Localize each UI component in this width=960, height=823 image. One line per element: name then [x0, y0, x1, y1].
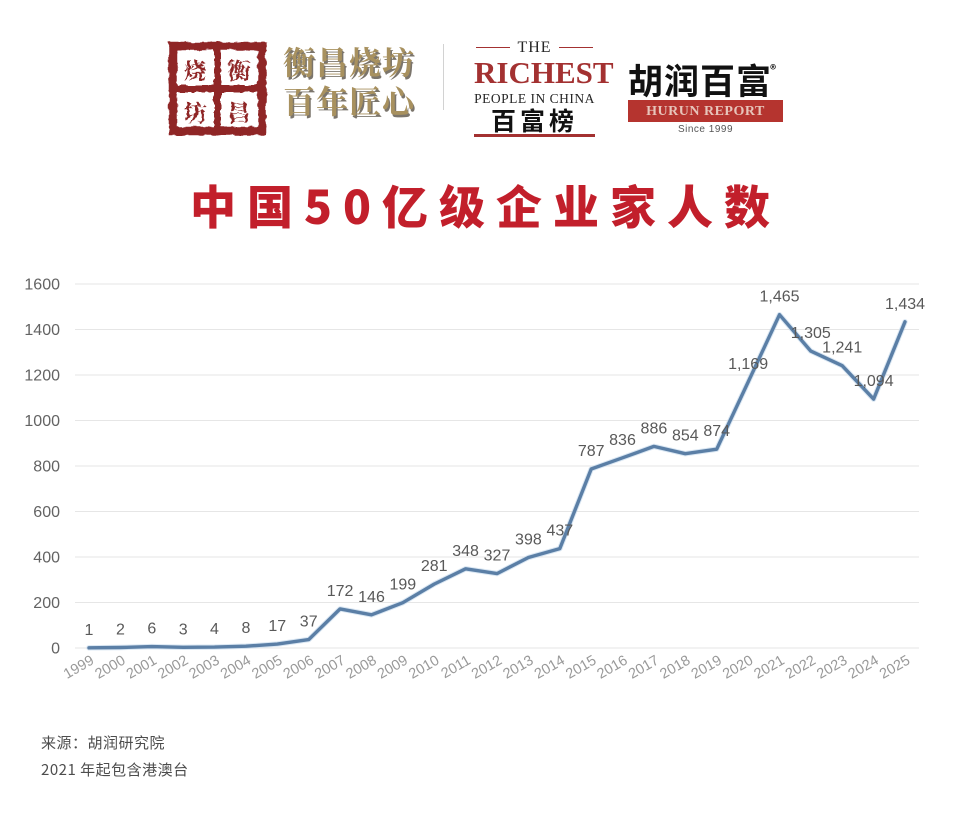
svg-text:6: 6: [147, 621, 156, 638]
svg-text:348: 348: [452, 543, 479, 560]
svg-text:2007: 2007: [312, 653, 348, 683]
svg-text:200: 200: [33, 595, 60, 612]
svg-text:787: 787: [578, 443, 605, 460]
svg-text:2018: 2018: [657, 653, 693, 683]
svg-text:800: 800: [33, 459, 60, 476]
svg-text:2020: 2020: [720, 653, 756, 683]
svg-text:2008: 2008: [344, 653, 380, 683]
svg-text:1,434: 1,434: [885, 296, 925, 313]
svg-text:1600: 1600: [24, 277, 60, 294]
svg-text:2024: 2024: [846, 653, 882, 683]
svg-text:0: 0: [51, 641, 60, 658]
svg-text:2: 2: [116, 622, 125, 639]
svg-text:2006: 2006: [281, 653, 317, 683]
svg-text:2012: 2012: [469, 653, 505, 683]
svg-text:1,169: 1,169: [728, 356, 768, 373]
svg-text:199: 199: [389, 577, 416, 594]
svg-text:854: 854: [672, 428, 699, 445]
svg-text:1,094: 1,094: [854, 373, 894, 390]
svg-text:2005: 2005: [249, 653, 285, 683]
svg-text:17: 17: [268, 618, 286, 635]
svg-text:836: 836: [609, 432, 636, 449]
svg-text:2025: 2025: [877, 653, 913, 683]
svg-text:2009: 2009: [375, 653, 411, 683]
svg-text:874: 874: [703, 423, 730, 440]
svg-text:2010: 2010: [406, 653, 442, 683]
svg-text:2015: 2015: [563, 653, 599, 683]
svg-text:1200: 1200: [24, 368, 60, 385]
svg-text:1: 1: [85, 622, 94, 639]
svg-text:2014: 2014: [532, 653, 568, 683]
svg-text:2019: 2019: [689, 653, 725, 683]
svg-text:327: 327: [484, 548, 511, 565]
svg-text:400: 400: [33, 550, 60, 567]
svg-text:146: 146: [358, 589, 385, 606]
svg-text:2021: 2021: [752, 653, 788, 683]
svg-text:1000: 1000: [24, 413, 60, 430]
svg-text:2013: 2013: [500, 653, 536, 683]
svg-text:600: 600: [33, 504, 60, 521]
svg-text:8: 8: [241, 620, 250, 637]
svg-text:3: 3: [179, 621, 188, 638]
svg-text:2003: 2003: [187, 653, 223, 683]
svg-text:37: 37: [300, 614, 318, 631]
svg-text:1,465: 1,465: [759, 289, 799, 306]
svg-text:437: 437: [546, 523, 573, 540]
svg-text:2023: 2023: [814, 653, 850, 683]
svg-text:886: 886: [641, 420, 668, 437]
svg-text:398: 398: [515, 532, 542, 549]
svg-text:2011: 2011: [439, 653, 474, 682]
svg-text:2022: 2022: [783, 653, 819, 683]
svg-text:172: 172: [327, 583, 354, 600]
svg-text:2002: 2002: [155, 653, 191, 683]
svg-text:2001: 2001: [124, 653, 160, 683]
svg-text:1999: 1999: [61, 653, 97, 683]
svg-text:2000: 2000: [92, 653, 128, 683]
svg-text:2016: 2016: [595, 653, 631, 683]
svg-text:4: 4: [210, 621, 219, 638]
svg-text:1400: 1400: [24, 322, 60, 339]
svg-text:1,241: 1,241: [822, 340, 862, 357]
svg-text:2004: 2004: [218, 653, 254, 683]
svg-text:281: 281: [421, 558, 448, 575]
svg-text:2017: 2017: [626, 653, 662, 683]
